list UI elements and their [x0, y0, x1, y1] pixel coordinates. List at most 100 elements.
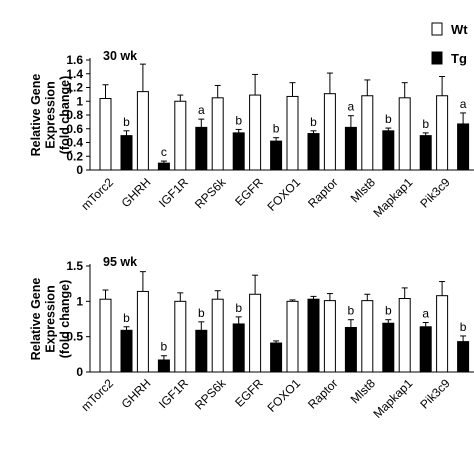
legend-label-tg: Tg — [451, 51, 467, 66]
bar-tg — [307, 133, 320, 171]
x-tick-label: FOXO1 — [264, 175, 303, 214]
y-axis-label: Relative GeneExpression(fold change) — [29, 74, 72, 157]
bar-wt — [99, 98, 112, 171]
bar-wt — [211, 97, 224, 171]
y-axis-label-line: Expression — [44, 285, 58, 352]
chart-panel-95wk: Relative GeneExpression(fold change) 0 0.5… — [29, 255, 474, 421]
x-tick-label: FOXO1 — [264, 376, 303, 415]
legend-swatch-tg — [431, 51, 443, 65]
significance-label: b — [235, 113, 242, 127]
y-axis-label-line: Relative Gene — [29, 278, 43, 361]
significance-label: a — [198, 103, 205, 117]
y-tick-label: 1 — [76, 94, 83, 108]
y-tick-label: 1.5 — [66, 259, 83, 273]
y-tick-label: 0.8 — [66, 108, 83, 122]
x-tick-label: RPS6k — [192, 175, 229, 212]
x-tick-label: IGF1R — [156, 175, 191, 210]
bar-tg — [232, 132, 245, 171]
legend: Wt Tg — [431, 22, 468, 66]
legend-swatch-wt — [431, 22, 443, 36]
bar-wt — [286, 95, 299, 171]
significance-label: b — [348, 304, 355, 318]
y-axis-label: Relative GeneExpression(fold change) — [29, 278, 72, 361]
y-axis-label-line: (fold change) — [58, 280, 72, 358]
significance-label: b — [273, 122, 280, 136]
bar-wt — [398, 97, 411, 171]
bar-wt — [436, 95, 449, 171]
bar-tg — [382, 322, 395, 373]
significance-label: c — [161, 145, 167, 159]
x-tick-label: GHRH — [119, 175, 154, 210]
bar-tg — [344, 126, 357, 171]
y-tick-label: 1 — [76, 294, 83, 308]
y-axis-label-line: Relative Gene — [29, 74, 43, 157]
y-tick-label: 0 — [76, 365, 83, 379]
chart-panel-30wk: Relative GeneExpression(fold change) 00.2… — [29, 49, 474, 220]
bar-tg — [232, 323, 245, 373]
significance-label: b — [310, 115, 317, 129]
y-tick-label: 0.4 — [66, 136, 83, 150]
significance-label: b — [422, 117, 429, 131]
y-tick-label: 0 — [76, 163, 83, 177]
y-tick-label: 1.6 — [66, 53, 83, 67]
bar-wt — [174, 300, 187, 373]
y-axis-label-line: Expression — [44, 81, 58, 148]
bar-wt — [361, 300, 374, 373]
bar-wt — [249, 94, 262, 171]
panel-title: 30 wk — [103, 49, 137, 63]
bar-wt — [211, 298, 224, 373]
bar-tg — [419, 326, 432, 373]
significance-label: b — [385, 112, 392, 126]
bar-tg — [457, 123, 470, 171]
x-tick-label: Mapkap1 — [371, 175, 416, 220]
bar-wt — [323, 93, 336, 171]
bar-tg — [270, 140, 283, 171]
x-tick-label: Mapkap1 — [371, 376, 416, 421]
bar-tg — [120, 329, 133, 373]
significance-label: b — [235, 301, 242, 315]
x-tick-label: RPS6k — [192, 376, 229, 413]
bar-tg — [419, 135, 432, 171]
significance-label: b — [161, 340, 168, 354]
y-tick-label: 0.2 — [66, 149, 83, 163]
x-tick-label: Mlst8 — [348, 376, 378, 406]
x-tick-label: EGFR — [232, 175, 266, 209]
panel-title: 95 wk — [103, 255, 137, 269]
x-tick-label: Pik3c9 — [417, 376, 453, 412]
y-axis-label-line: (fold change) — [58, 76, 72, 154]
significance-label: b — [385, 304, 392, 318]
bar-tg — [120, 135, 133, 171]
x-tick-label: mTorc2 — [78, 175, 116, 213]
x-tick-label: Pik3c9 — [417, 175, 453, 211]
bar-wt — [136, 91, 149, 171]
legend-label-wt: Wt — [451, 22, 468, 37]
significance-label: b — [123, 311, 130, 325]
bar-wt — [174, 100, 187, 171]
significance-label: a — [348, 100, 355, 114]
x-tick-label: Raptor — [305, 175, 340, 210]
x-tick-label: mTorc2 — [78, 376, 116, 414]
x-tick-label: GHRH — [119, 376, 154, 411]
bar-tg — [270, 342, 283, 373]
bar-wt — [286, 300, 299, 373]
bar-wt — [361, 95, 374, 171]
x-tick-label: Mlst8 — [348, 175, 378, 205]
bar-wt — [398, 298, 411, 373]
bar-tg — [382, 130, 395, 171]
bar-wt — [249, 293, 262, 373]
x-tick-label: EGFR — [232, 376, 266, 410]
x-tick-label: IGF1R — [156, 376, 191, 411]
y-tick-label: 0.5 — [66, 330, 83, 344]
bar-tg — [307, 298, 320, 373]
significance-label: a — [422, 307, 429, 321]
significance-label: b — [123, 115, 130, 129]
bar-tg — [457, 341, 470, 373]
y-tick-label: 1.2 — [66, 81, 83, 95]
bar-tg — [344, 326, 357, 373]
y-tick-label: 0.6 — [66, 122, 83, 136]
bar-tg — [157, 359, 170, 373]
bar-wt — [136, 290, 149, 373]
bar-wt — [99, 298, 112, 373]
significance-label: a — [460, 97, 467, 111]
